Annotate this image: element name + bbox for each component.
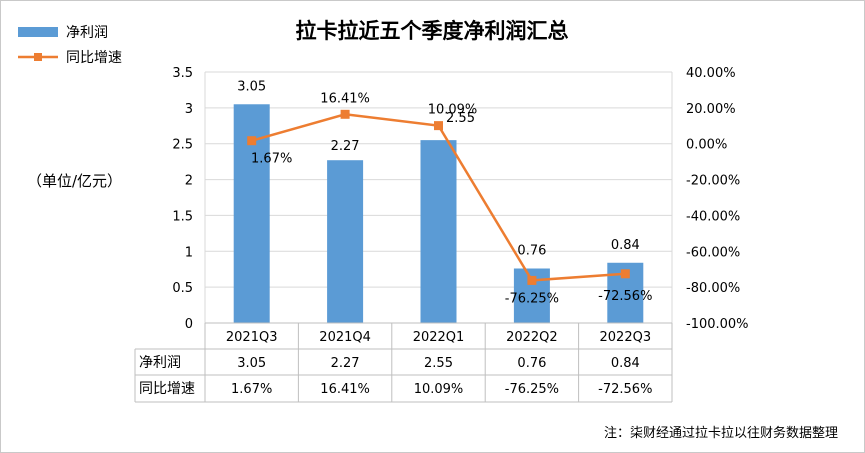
growth-label-2022Q1: 10.09% <box>428 103 478 118</box>
right-tick-label: -20.00% <box>686 174 740 189</box>
right-tick-label: -60.00% <box>686 245 740 260</box>
right-tick-label: -40.00% <box>686 209 740 224</box>
right-tick-label: 40.00% <box>686 66 736 81</box>
legend-line-marker <box>34 53 42 61</box>
bar-2022Q1 <box>420 140 457 323</box>
bar-data-labels: 3.05 2.27 2.55 0.76 0.84 <box>237 79 640 258</box>
growth-marker-2022Q2 <box>527 275 537 285</box>
table-cell: -72.56% <box>598 382 652 397</box>
table-cell: -76.25% <box>505 382 559 397</box>
growth-marker-2021Q3 <box>247 136 257 146</box>
bar-label-2022Q3: 0.84 <box>611 238 640 253</box>
legend-bar-swatch <box>18 27 58 37</box>
growth-label-2021Q4: 16.41% <box>320 91 370 106</box>
left-tick-label: 0.5 <box>172 281 193 296</box>
legend: 净利润 同比增速 <box>18 25 122 66</box>
y-axis-unit-label: （单位/亿元） <box>27 172 122 190</box>
table-cell: 0.84 <box>611 356 640 371</box>
legend-bar-label: 净利润 <box>66 25 108 41</box>
chart-title: 拉卡拉近五个季度净利润汇总 <box>296 19 569 43</box>
left-tick-label: 1.5 <box>172 209 193 224</box>
data-table: 2021Q3 2021Q4 2022Q1 2022Q2 2022Q3 净利润 3.05 2.2… <box>134 322 673 403</box>
table-cell: 0.76 <box>517 356 546 371</box>
growth-marker-2022Q3 <box>620 269 630 279</box>
left-tick-label: 2.5 <box>172 138 193 153</box>
x-tick-label: 2022Q2 <box>506 330 558 345</box>
right-tick-label: 0.00% <box>686 138 727 153</box>
growth-label-2021Q3: 1.67% <box>251 152 292 167</box>
bar-label-2021Q3: 3.05 <box>237 79 266 94</box>
left-tick-label: 0 <box>185 317 193 332</box>
source-note: 注：柒财经通过拉卡拉以往财务数据整理 <box>604 425 838 441</box>
table-row-label: 净利润 <box>139 355 181 371</box>
right-tick-label: 20.00% <box>686 102 736 117</box>
x-tick-label: 2021Q3 <box>226 330 278 345</box>
x-tick-label: 2021Q4 <box>319 330 371 345</box>
table-cell: 10.09% <box>414 382 464 397</box>
table-cell: 3.05 <box>237 356 266 371</box>
legend-line-label: 同比增速 <box>66 50 122 66</box>
bar-series <box>233 104 644 324</box>
table-cell: 1.67% <box>231 382 272 397</box>
growth-label-2022Q2: -76.25% <box>505 291 559 306</box>
growth-marker-2021Q4 <box>340 109 350 119</box>
x-tick-label: 2022Q3 <box>600 330 652 345</box>
left-tick-label: 3.5 <box>172 66 193 81</box>
table-cell: 2.27 <box>331 356 360 371</box>
growth-marker-2022Q1 <box>434 121 443 131</box>
left-axis-ticks: 0 0.5 1 1.5 2 2.5 3 3.5 <box>172 66 193 332</box>
table-row-label: 同比增速 <box>139 381 195 397</box>
left-tick-label: 1 <box>185 245 193 260</box>
x-tick-label: 2022Q1 <box>413 330 465 345</box>
bar-2021Q4 <box>327 160 364 323</box>
table-cell: 2.55 <box>424 356 453 371</box>
line-series <box>247 109 630 285</box>
bar-label-2022Q2: 0.76 <box>517 243 546 258</box>
table-cell: 16.41% <box>320 382 370 397</box>
right-tick-label: -80.00% <box>686 281 740 296</box>
left-tick-label: 2 <box>185 174 193 189</box>
right-tick-label: -100.00% <box>686 317 749 332</box>
bar-label-2022Q1: 2.55 <box>446 111 475 126</box>
left-tick-label: 3 <box>185 102 193 117</box>
line-data-labels: 1.67% 16.41% 10.09% -76.25% -72.56% <box>251 91 652 306</box>
growth-label-2022Q3: -72.56% <box>598 289 652 304</box>
bar-label-2021Q4: 2.27 <box>331 139 360 154</box>
right-axis-ticks: -100.00% -80.00% -60.00% -40.00% -20.00% 0.00… <box>686 66 749 332</box>
